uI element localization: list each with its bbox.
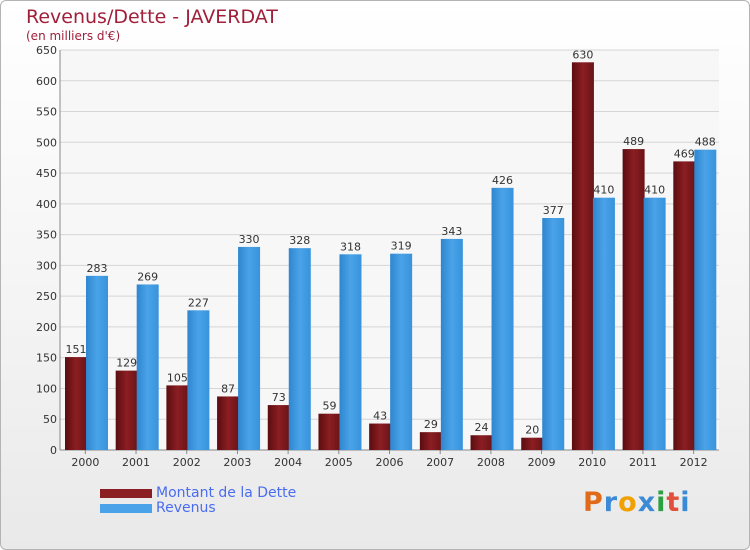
data-label-dette: 151 bbox=[66, 343, 87, 356]
bar-revenus bbox=[440, 238, 463, 450]
data-label-dette: 105 bbox=[167, 371, 188, 384]
data-label-revenus: 410 bbox=[644, 184, 665, 197]
data-label-revenus: 328 bbox=[289, 234, 310, 247]
bar-dette bbox=[419, 432, 442, 450]
bar-revenus bbox=[643, 197, 666, 450]
logo-letter: o bbox=[618, 487, 638, 518]
bar-revenus bbox=[592, 197, 615, 450]
data-label-revenus: 330 bbox=[239, 233, 260, 246]
y-tick-label: 450 bbox=[36, 167, 57, 180]
bar-dette bbox=[369, 423, 392, 450]
logo-letter: P bbox=[583, 487, 604, 518]
y-tick-label: 300 bbox=[36, 259, 57, 272]
legend-label-revenus: Revenus bbox=[156, 500, 216, 516]
data-label-revenus: 283 bbox=[87, 262, 108, 275]
x-tick-label: 2009 bbox=[528, 456, 556, 469]
data-label-revenus: 343 bbox=[441, 225, 462, 238]
data-label-revenus: 269 bbox=[137, 270, 158, 283]
bar-revenus bbox=[542, 218, 565, 450]
y-tick-label: 50 bbox=[43, 413, 57, 426]
data-label-revenus: 377 bbox=[543, 204, 564, 217]
data-label-revenus: 319 bbox=[391, 240, 412, 253]
logo-letter: r bbox=[603, 487, 619, 518]
bar-dette bbox=[318, 413, 341, 450]
bar-dette bbox=[521, 437, 544, 450]
legend-swatch-revenus bbox=[100, 504, 152, 513]
legend-item-dette: Montant de la Dette bbox=[100, 486, 296, 501]
y-tick-label: 350 bbox=[36, 229, 57, 242]
plot-area bbox=[60, 50, 719, 450]
data-label-dette: 87 bbox=[221, 382, 235, 395]
data-label-revenus: 318 bbox=[340, 240, 361, 253]
x-tick-label: 2006 bbox=[376, 456, 404, 469]
data-label-dette: 43 bbox=[373, 410, 387, 423]
bar-dette bbox=[217, 396, 240, 450]
bar-revenus bbox=[339, 254, 362, 450]
x-tick-label: 2011 bbox=[629, 456, 657, 469]
chart-title: Revenus/Dette - JAVERDAT bbox=[26, 6, 278, 28]
legend-item-revenus: Revenus bbox=[100, 501, 296, 516]
x-tick-label: 2000 bbox=[71, 456, 99, 469]
logo-letter: i bbox=[680, 487, 691, 518]
y-tick-label: 150 bbox=[36, 352, 57, 365]
data-label-dette: 24 bbox=[475, 421, 489, 434]
data-label-dette: 489 bbox=[623, 135, 644, 148]
y-tick-label: 250 bbox=[36, 290, 57, 303]
chart-subtitle: (en milliers d'€) bbox=[26, 29, 121, 43]
bar-revenus bbox=[288, 248, 311, 450]
data-label-revenus: 488 bbox=[695, 136, 716, 149]
legend: Montant de la Dette Revenus bbox=[100, 486, 296, 516]
y-tick-label: 100 bbox=[36, 382, 57, 395]
data-label-dette: 29 bbox=[424, 418, 438, 431]
x-tick-label: 2007 bbox=[426, 456, 454, 469]
logo-letter: x bbox=[637, 487, 657, 518]
y-tick-label: 550 bbox=[36, 106, 57, 119]
y-tick-label: 0 bbox=[50, 444, 57, 457]
x-tick-label: 2012 bbox=[680, 456, 708, 469]
bar-revenus bbox=[694, 149, 717, 450]
bar-dette bbox=[470, 435, 493, 450]
x-tick-label: 2010 bbox=[578, 456, 606, 469]
legend-swatch-dette bbox=[100, 489, 152, 498]
legend-label-dette: Montant de la Dette bbox=[156, 485, 297, 501]
logo-letter: i bbox=[656, 487, 667, 518]
x-tick-label: 2005 bbox=[325, 456, 353, 469]
y-tick-label: 650 bbox=[36, 44, 57, 57]
x-tick-label: 2003 bbox=[223, 456, 251, 469]
bar-revenus bbox=[491, 187, 514, 450]
bar-dette bbox=[673, 161, 696, 450]
bar-revenus bbox=[86, 275, 108, 450]
x-tick-label: 2008 bbox=[477, 456, 505, 469]
bar-revenus bbox=[136, 284, 159, 450]
x-tick-label: 2004 bbox=[274, 456, 302, 469]
bar-dette bbox=[267, 405, 290, 450]
proxiti-logo: Proxiti bbox=[583, 487, 691, 518]
x-tick-label: 2002 bbox=[173, 456, 201, 469]
data-label-dette: 129 bbox=[116, 357, 137, 370]
data-label-dette: 59 bbox=[322, 400, 336, 413]
bar-dette bbox=[166, 385, 189, 450]
bar-revenus bbox=[187, 310, 210, 450]
logo-letter: t bbox=[666, 487, 681, 518]
data-label-dette: 20 bbox=[525, 424, 539, 437]
bar-revenus bbox=[390, 253, 413, 450]
bar-revenus bbox=[238, 246, 261, 450]
y-tick-label: 500 bbox=[36, 136, 57, 149]
data-label-revenus: 410 bbox=[593, 184, 614, 197]
bar-dette bbox=[571, 62, 594, 451]
data-label-revenus: 227 bbox=[188, 296, 209, 309]
data-label-dette: 630 bbox=[572, 48, 593, 61]
data-label-revenus: 426 bbox=[492, 174, 513, 187]
bar-dette bbox=[622, 149, 645, 451]
y-tick-label: 400 bbox=[36, 198, 57, 211]
x-tick-label: 2001 bbox=[122, 456, 150, 469]
bar-dette bbox=[65, 357, 87, 450]
y-tick-label: 200 bbox=[36, 321, 57, 334]
data-label-dette: 469 bbox=[674, 147, 695, 160]
data-label-dette: 73 bbox=[272, 391, 286, 404]
bar-dette bbox=[115, 370, 138, 450]
y-tick-label: 600 bbox=[36, 75, 57, 88]
